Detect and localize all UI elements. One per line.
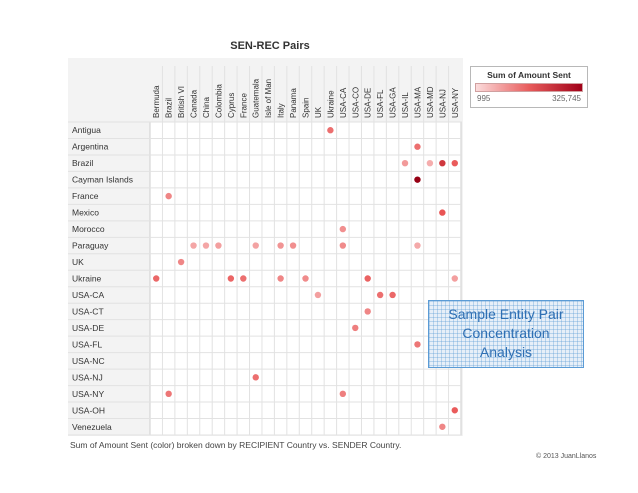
data-point xyxy=(426,159,434,167)
data-point xyxy=(165,192,172,200)
overlay-line-3: Analysis xyxy=(479,344,533,360)
data-point xyxy=(277,275,284,282)
row-label: Argentina xyxy=(72,142,109,152)
chart-caption: Sum of Amount Sent (color) broken down b… xyxy=(70,440,402,450)
data-point xyxy=(289,242,297,249)
data-point xyxy=(376,291,384,299)
column-label: Spain xyxy=(302,98,311,118)
column-label: Cyprus xyxy=(227,93,236,118)
column-label: Italy xyxy=(277,103,286,118)
row-label: USA-CT xyxy=(72,306,104,316)
legend-title: Sum of Amount Sent xyxy=(487,70,571,80)
column-label: USA-FL xyxy=(376,89,385,118)
row-label: Paraguay xyxy=(72,241,109,251)
legend-max-label: 325,745 xyxy=(552,94,581,103)
column-label: Guatemala xyxy=(252,78,261,118)
row-label: Ukraine xyxy=(72,274,102,284)
overlay-line-2: Concentration xyxy=(462,325,550,341)
row-label: Cayman Islands xyxy=(72,175,133,185)
column-label: USA-GA xyxy=(389,87,398,118)
gridlines xyxy=(68,66,461,436)
copyright-text: © 2013 JuanLlanos xyxy=(536,453,597,460)
data-point xyxy=(240,275,247,282)
chart-title: SEN-REC Pairs xyxy=(230,40,310,52)
data-point xyxy=(414,143,421,150)
data-marks xyxy=(153,127,458,430)
data-point xyxy=(153,275,160,282)
data-point xyxy=(339,225,347,233)
row-label: USA-NY xyxy=(72,389,104,399)
data-point xyxy=(277,242,284,249)
data-point xyxy=(215,242,222,249)
column-label: USA-MA xyxy=(413,86,422,118)
data-point xyxy=(364,308,371,315)
data-point xyxy=(451,159,458,167)
row-label: Mexico xyxy=(72,208,99,218)
data-point xyxy=(439,423,446,430)
row-label: Brazil xyxy=(72,158,93,168)
row-label: USA-FL xyxy=(72,339,103,349)
overlay-line-1: Sample Entity Pair xyxy=(448,306,564,322)
data-point xyxy=(177,258,185,266)
row-label: USA-NC xyxy=(72,356,105,366)
column-label: China xyxy=(202,97,211,118)
row-label: USA-NJ xyxy=(72,372,103,382)
row-label: Morocco xyxy=(72,224,105,234)
column-label: Brazil xyxy=(165,98,174,118)
column-label: UK xyxy=(314,106,323,118)
column-label: British VI xyxy=(177,86,186,118)
data-point xyxy=(451,407,458,414)
data-point xyxy=(339,390,347,398)
column-label: USA-IL xyxy=(401,92,410,118)
overlay-text-box: Sample Entity Pair Concentration Analysi… xyxy=(428,300,584,368)
data-point xyxy=(389,291,396,299)
row-label: France xyxy=(72,191,99,201)
row-label: Venezuela xyxy=(72,422,112,432)
data-point xyxy=(165,390,172,398)
data-point xyxy=(314,291,322,299)
data-point xyxy=(414,176,421,183)
data-point xyxy=(414,242,421,249)
column-label: USA-MD xyxy=(426,86,435,118)
column-label: France xyxy=(239,93,248,118)
data-point xyxy=(414,341,421,348)
column-label: USA-NJ xyxy=(438,89,447,118)
data-point xyxy=(439,209,446,216)
data-point xyxy=(352,324,359,332)
row-labels: Antigua Argentina Brazil Cayman Islands Fran… xyxy=(72,125,133,432)
data-point xyxy=(327,127,334,134)
column-label: USA-CO xyxy=(351,87,360,118)
data-point xyxy=(190,242,197,249)
data-point xyxy=(252,242,259,249)
data-point xyxy=(401,159,409,167)
row-label: Antigua xyxy=(72,125,101,135)
legend-gradient-bar xyxy=(475,83,583,92)
legend-min-label: 995 xyxy=(477,94,491,103)
row-label: USA-DE xyxy=(72,323,104,333)
row-label: UK xyxy=(72,257,84,267)
column-label: Ukraine xyxy=(326,90,335,118)
data-point xyxy=(227,275,235,282)
data-point xyxy=(202,242,210,249)
data-point xyxy=(252,374,259,381)
column-label: USA-NY xyxy=(451,87,460,118)
data-point xyxy=(364,275,371,282)
row-label: USA-CA xyxy=(72,290,104,300)
column-label: Canada xyxy=(190,89,199,118)
data-point xyxy=(439,159,446,167)
data-point xyxy=(339,242,347,249)
data-point xyxy=(302,275,309,282)
column-label: USA-CA xyxy=(339,87,348,118)
color-legend: Sum of Amount Sent 995 325,745 xyxy=(470,66,588,108)
column-label: Isle of Man xyxy=(264,79,273,118)
data-point xyxy=(451,275,458,282)
column-label: USA-DE xyxy=(364,88,373,118)
column-labels: Bermuda Brazil British VI Canada China Colomb… xyxy=(152,78,460,118)
row-label: USA-OH xyxy=(72,405,105,415)
column-label: Colombia xyxy=(214,84,223,118)
column-label: Panama xyxy=(289,88,298,118)
column-label: Bermuda xyxy=(152,85,161,118)
